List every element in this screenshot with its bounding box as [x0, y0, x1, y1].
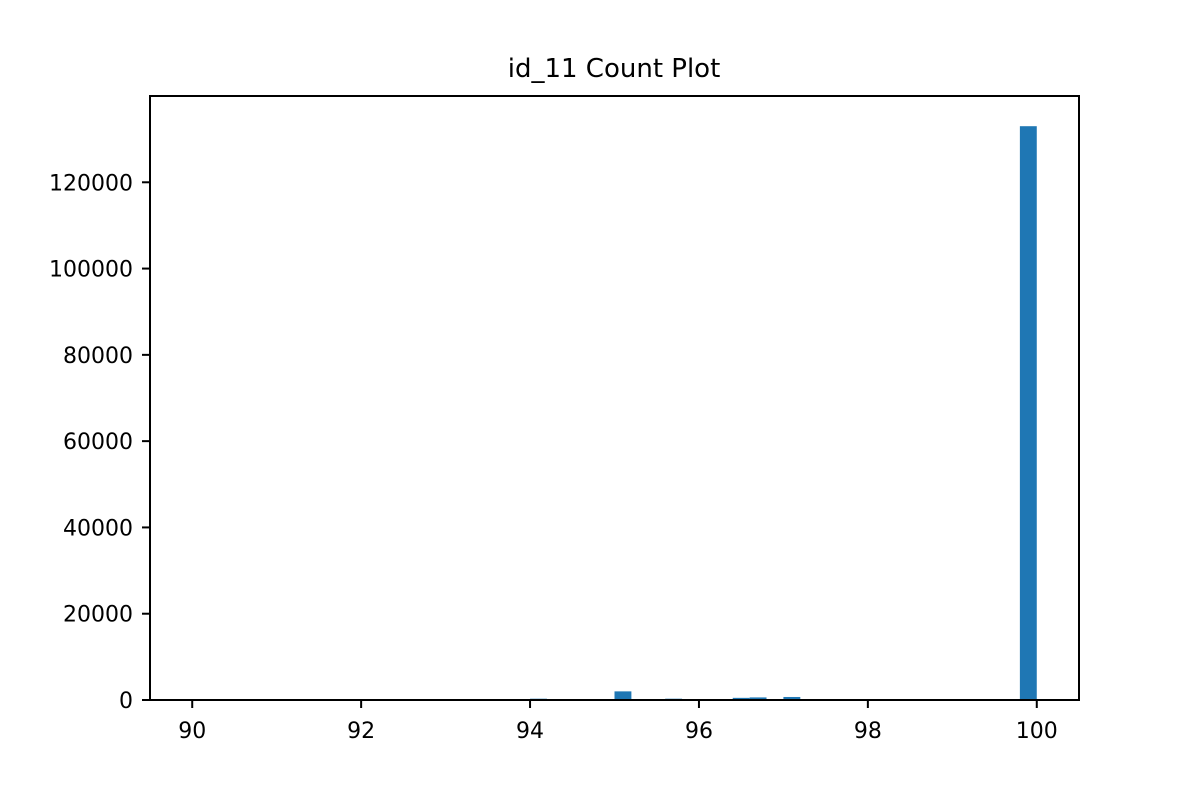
- y-tick-label-4: 80000: [63, 344, 133, 369]
- y-tick-label-1: 20000: [63, 603, 133, 628]
- x-tick-label-3: 96: [685, 719, 713, 744]
- x-tick-label-0: 90: [178, 719, 206, 744]
- bar-5: [783, 696, 801, 700]
- x-tick-label-4: 98: [854, 719, 882, 744]
- y-tick-label-6: 120000: [49, 171, 133, 196]
- bars-group: [530, 126, 1037, 700]
- y-tick-label-3: 60000: [63, 430, 133, 455]
- y-axis: 0 20000 40000 60000 80000 100000 120000: [49, 171, 150, 714]
- plot-frame: [149, 95, 1080, 701]
- x-tick-label-2: 94: [516, 719, 544, 744]
- bar-4: [749, 697, 767, 700]
- x-tick-label-1: 92: [347, 719, 375, 744]
- y-tick-label-0: 0: [119, 689, 133, 714]
- x-tick-label-5: 100: [1016, 719, 1058, 744]
- chart-title: id_11 Count Plot: [508, 54, 721, 84]
- x-axis: 90 92 94 96 98 100: [178, 700, 1058, 744]
- y-tick-label-5: 100000: [49, 258, 133, 283]
- bar-6: [1019, 126, 1037, 700]
- bar-1: [614, 691, 632, 700]
- y-tick-label-2: 40000: [63, 516, 133, 541]
- bar-3: [732, 697, 750, 700]
